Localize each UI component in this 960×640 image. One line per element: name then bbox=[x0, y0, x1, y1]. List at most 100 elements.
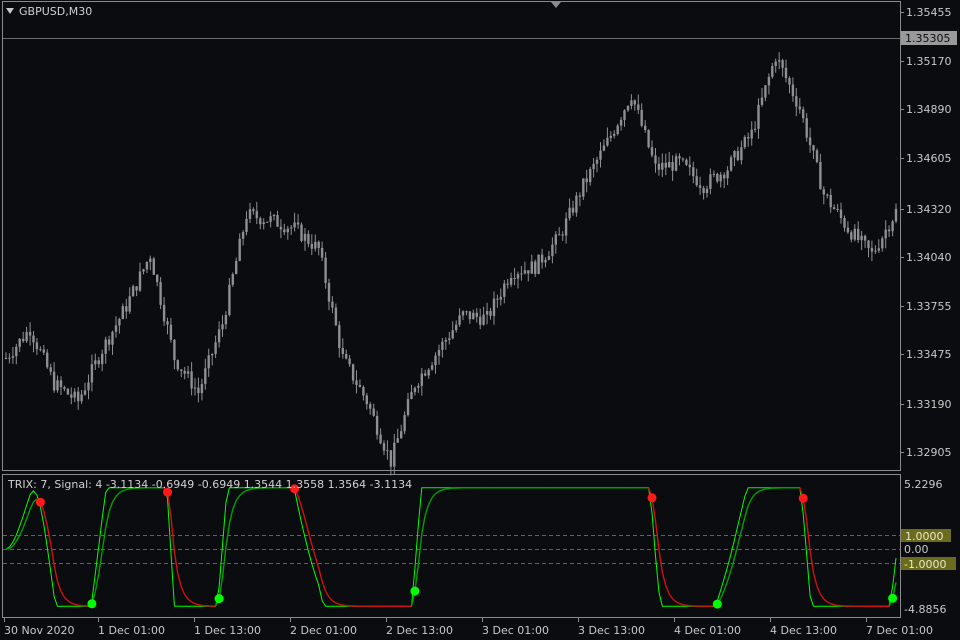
signal-segment bbox=[740, 517, 746, 532]
candle-body bbox=[540, 254, 544, 263]
signal-segment bbox=[421, 515, 426, 534]
price-chart-frame bbox=[2, 1, 901, 471]
signal-segment bbox=[187, 598, 193, 603]
signal-segment bbox=[74, 603, 79, 606]
candle-body bbox=[386, 450, 389, 452]
candle-body bbox=[826, 194, 829, 196]
signal-segment bbox=[332, 600, 337, 604]
candle-body bbox=[472, 312, 475, 320]
candle-body bbox=[527, 270, 530, 274]
candle-body bbox=[599, 150, 602, 160]
candle-body bbox=[798, 106, 801, 110]
signal-segment bbox=[654, 521, 660, 550]
signal-segment bbox=[33, 498, 38, 503]
price-tick-label: 1.34605 bbox=[906, 152, 952, 165]
chart-shift-marker-icon[interactable] bbox=[551, 2, 561, 8]
price-tick-label: 1.35170 bbox=[906, 55, 952, 68]
candle-body bbox=[77, 391, 80, 402]
signal-segment bbox=[129, 487, 134, 490]
candle-body bbox=[121, 306, 124, 319]
candle-body bbox=[685, 159, 688, 165]
candle-body bbox=[595, 159, 599, 164]
signal-segment bbox=[60, 591, 66, 598]
cross-dot bbox=[410, 586, 420, 596]
signal-segment bbox=[720, 590, 725, 599]
signal-segment bbox=[414, 564, 420, 592]
candle-body bbox=[317, 241, 320, 248]
candle-body bbox=[138, 271, 142, 291]
signal-segment bbox=[246, 488, 251, 492]
candle-body bbox=[145, 262, 149, 270]
candle-body bbox=[805, 118, 808, 138]
candle-body bbox=[506, 283, 509, 285]
candle-body bbox=[293, 222, 296, 228]
candle-body bbox=[812, 145, 815, 151]
candle-body bbox=[303, 233, 307, 241]
candle-body bbox=[723, 174, 726, 179]
cross-dot bbox=[888, 593, 898, 603]
signal-segment bbox=[108, 501, 114, 512]
signal-segment bbox=[111, 496, 117, 503]
candle-body bbox=[152, 258, 155, 275]
trix-level-pos-label: 1.0000 bbox=[905, 530, 944, 543]
candle-body bbox=[214, 342, 217, 354]
candle-body bbox=[345, 354, 348, 359]
candle-body bbox=[712, 173, 716, 175]
candle-body bbox=[131, 286, 135, 297]
candle-body bbox=[87, 382, 90, 391]
candle-body bbox=[489, 311, 492, 316]
signal-line bbox=[5, 487, 897, 607]
candle-body bbox=[193, 387, 197, 389]
candle-body bbox=[90, 364, 94, 383]
time-tick-label: 1 Dec 13:00 bbox=[194, 624, 261, 637]
candle-body bbox=[479, 316, 482, 325]
signal-segment bbox=[225, 523, 231, 548]
candle-body bbox=[389, 450, 393, 467]
candle-body bbox=[791, 84, 795, 97]
candle-body bbox=[83, 390, 87, 395]
current-price-label: 1.35305 bbox=[905, 32, 951, 45]
candle-body bbox=[180, 369, 183, 371]
candle-body bbox=[509, 278, 513, 285]
signal-segment bbox=[812, 572, 818, 587]
candle-body bbox=[465, 311, 468, 313]
candle-body bbox=[162, 304, 166, 322]
candle-body bbox=[111, 331, 114, 345]
candle-body bbox=[22, 338, 25, 342]
candle-body bbox=[365, 395, 368, 405]
candle-body bbox=[530, 261, 533, 274]
collapse-triangle-icon[interactable] bbox=[6, 8, 14, 14]
candle-body bbox=[736, 151, 740, 161]
symbol-header[interactable]: GBPUSD,M30 bbox=[6, 5, 92, 18]
signal-segment bbox=[733, 544, 739, 558]
signal-segment bbox=[442, 488, 446, 491]
signal-segment bbox=[311, 544, 316, 557]
signal-segment bbox=[43, 511, 48, 526]
signal-segment bbox=[417, 533, 423, 565]
candle-body bbox=[671, 162, 674, 171]
price-tick-label: 1.33755 bbox=[906, 300, 952, 313]
candle-body bbox=[358, 385, 362, 387]
signal-segment bbox=[830, 603, 835, 606]
candle-body bbox=[558, 234, 561, 236]
trix-level-neg-box bbox=[901, 557, 956, 570]
price-tick-label: 1.33190 bbox=[906, 398, 952, 411]
candle-body bbox=[107, 339, 111, 345]
candle-body bbox=[272, 214, 276, 217]
signal-segment bbox=[78, 604, 82, 607]
candle-body bbox=[822, 189, 825, 195]
candle-body bbox=[753, 128, 757, 130]
candle-body bbox=[788, 78, 791, 85]
signal-segment bbox=[25, 508, 31, 519]
candle-body bbox=[867, 240, 870, 249]
candle-body bbox=[403, 415, 406, 432]
candle-body bbox=[554, 234, 557, 245]
candle-body bbox=[18, 338, 21, 347]
candle-body bbox=[331, 301, 334, 308]
signal-segment bbox=[105, 511, 110, 528]
signal-segment bbox=[232, 500, 237, 510]
candle-body bbox=[245, 218, 248, 232]
candle-body bbox=[819, 162, 822, 190]
price-tick-label: 1.33475 bbox=[906, 348, 952, 361]
